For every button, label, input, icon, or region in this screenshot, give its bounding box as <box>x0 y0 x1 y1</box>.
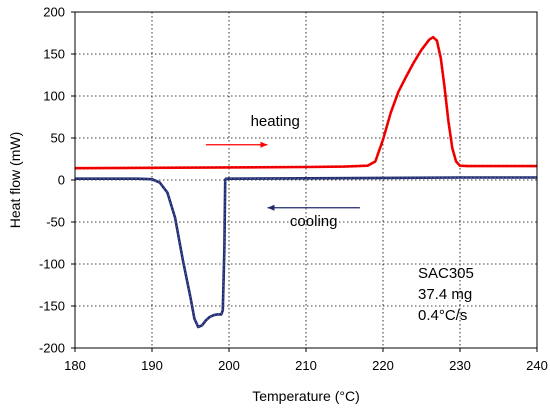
info-line: 37.4 mg <box>418 286 472 303</box>
x-tick-label: 220 <box>372 358 394 373</box>
y-tick-label: -100 <box>39 257 65 272</box>
series-line-2 <box>75 176 537 329</box>
x-tick-label: 210 <box>295 358 317 373</box>
grid <box>75 12 537 348</box>
series-layer <box>74 35 537 329</box>
x-tick-label: 240 <box>526 358 548 373</box>
annotation-label: heating <box>251 113 300 130</box>
series-overlay-1 <box>74 36 537 169</box>
x-tick-label: 180 <box>64 358 86 373</box>
axes: 180 190 200 210 220 230 240 -200 -150 -100 -50 0 50 1… <box>7 5 548 405</box>
annotation-label: cooling <box>290 213 338 230</box>
annotations: heating cooling SAC305 37.4 mg 0.4°C/s <box>205 113 474 324</box>
y-tick-label: 0 <box>58 173 65 188</box>
y-tick-label: 200 <box>43 5 65 20</box>
info-line: SAC305 <box>418 265 474 282</box>
x-tick-label: 200 <box>218 358 240 373</box>
y-tick-label: 100 <box>43 89 65 104</box>
x-tick-label: 190 <box>141 358 163 373</box>
x-axis-title: Temperature (°C) <box>252 388 360 404</box>
y-tick-label: -200 <box>39 341 65 356</box>
y-tick-label: -150 <box>39 299 65 314</box>
y-axis-title: Heat flow (mW) <box>7 132 23 228</box>
y-tick-label: -50 <box>46 215 65 230</box>
y-tick-label: 50 <box>51 131 65 146</box>
y-tick-label: 150 <box>43 47 65 62</box>
info-line: 0.4°C/s <box>418 307 467 324</box>
x-tick-label: 230 <box>449 358 471 373</box>
